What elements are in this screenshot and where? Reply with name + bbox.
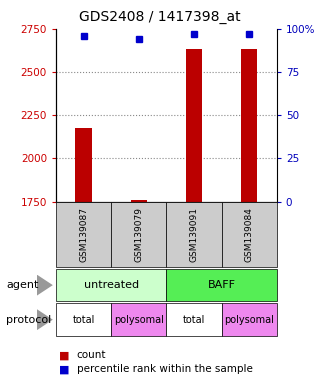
- Text: ■: ■: [59, 350, 70, 360]
- Text: protocol: protocol: [6, 314, 52, 325]
- Text: percentile rank within the sample: percentile rank within the sample: [77, 364, 253, 374]
- Text: polysomal: polysomal: [114, 314, 164, 325]
- Text: total: total: [183, 314, 205, 325]
- Text: agent: agent: [6, 280, 39, 290]
- Text: untreated: untreated: [84, 280, 139, 290]
- Text: GSM139084: GSM139084: [245, 207, 254, 262]
- Text: GSM139079: GSM139079: [134, 207, 143, 262]
- Polygon shape: [37, 275, 53, 296]
- Bar: [241, 49, 258, 202]
- Text: BAFF: BAFF: [208, 280, 236, 290]
- Bar: [186, 49, 202, 202]
- Bar: [75, 128, 92, 202]
- Text: total: total: [72, 314, 95, 325]
- Text: ■: ■: [59, 364, 70, 374]
- Text: GSM139087: GSM139087: [79, 207, 88, 262]
- Polygon shape: [37, 309, 53, 330]
- Bar: [131, 200, 147, 202]
- Text: GSM139091: GSM139091: [189, 207, 198, 262]
- Text: count: count: [77, 350, 106, 360]
- Text: GDS2408 / 1417398_at: GDS2408 / 1417398_at: [79, 10, 241, 24]
- Text: polysomal: polysomal: [224, 314, 274, 325]
